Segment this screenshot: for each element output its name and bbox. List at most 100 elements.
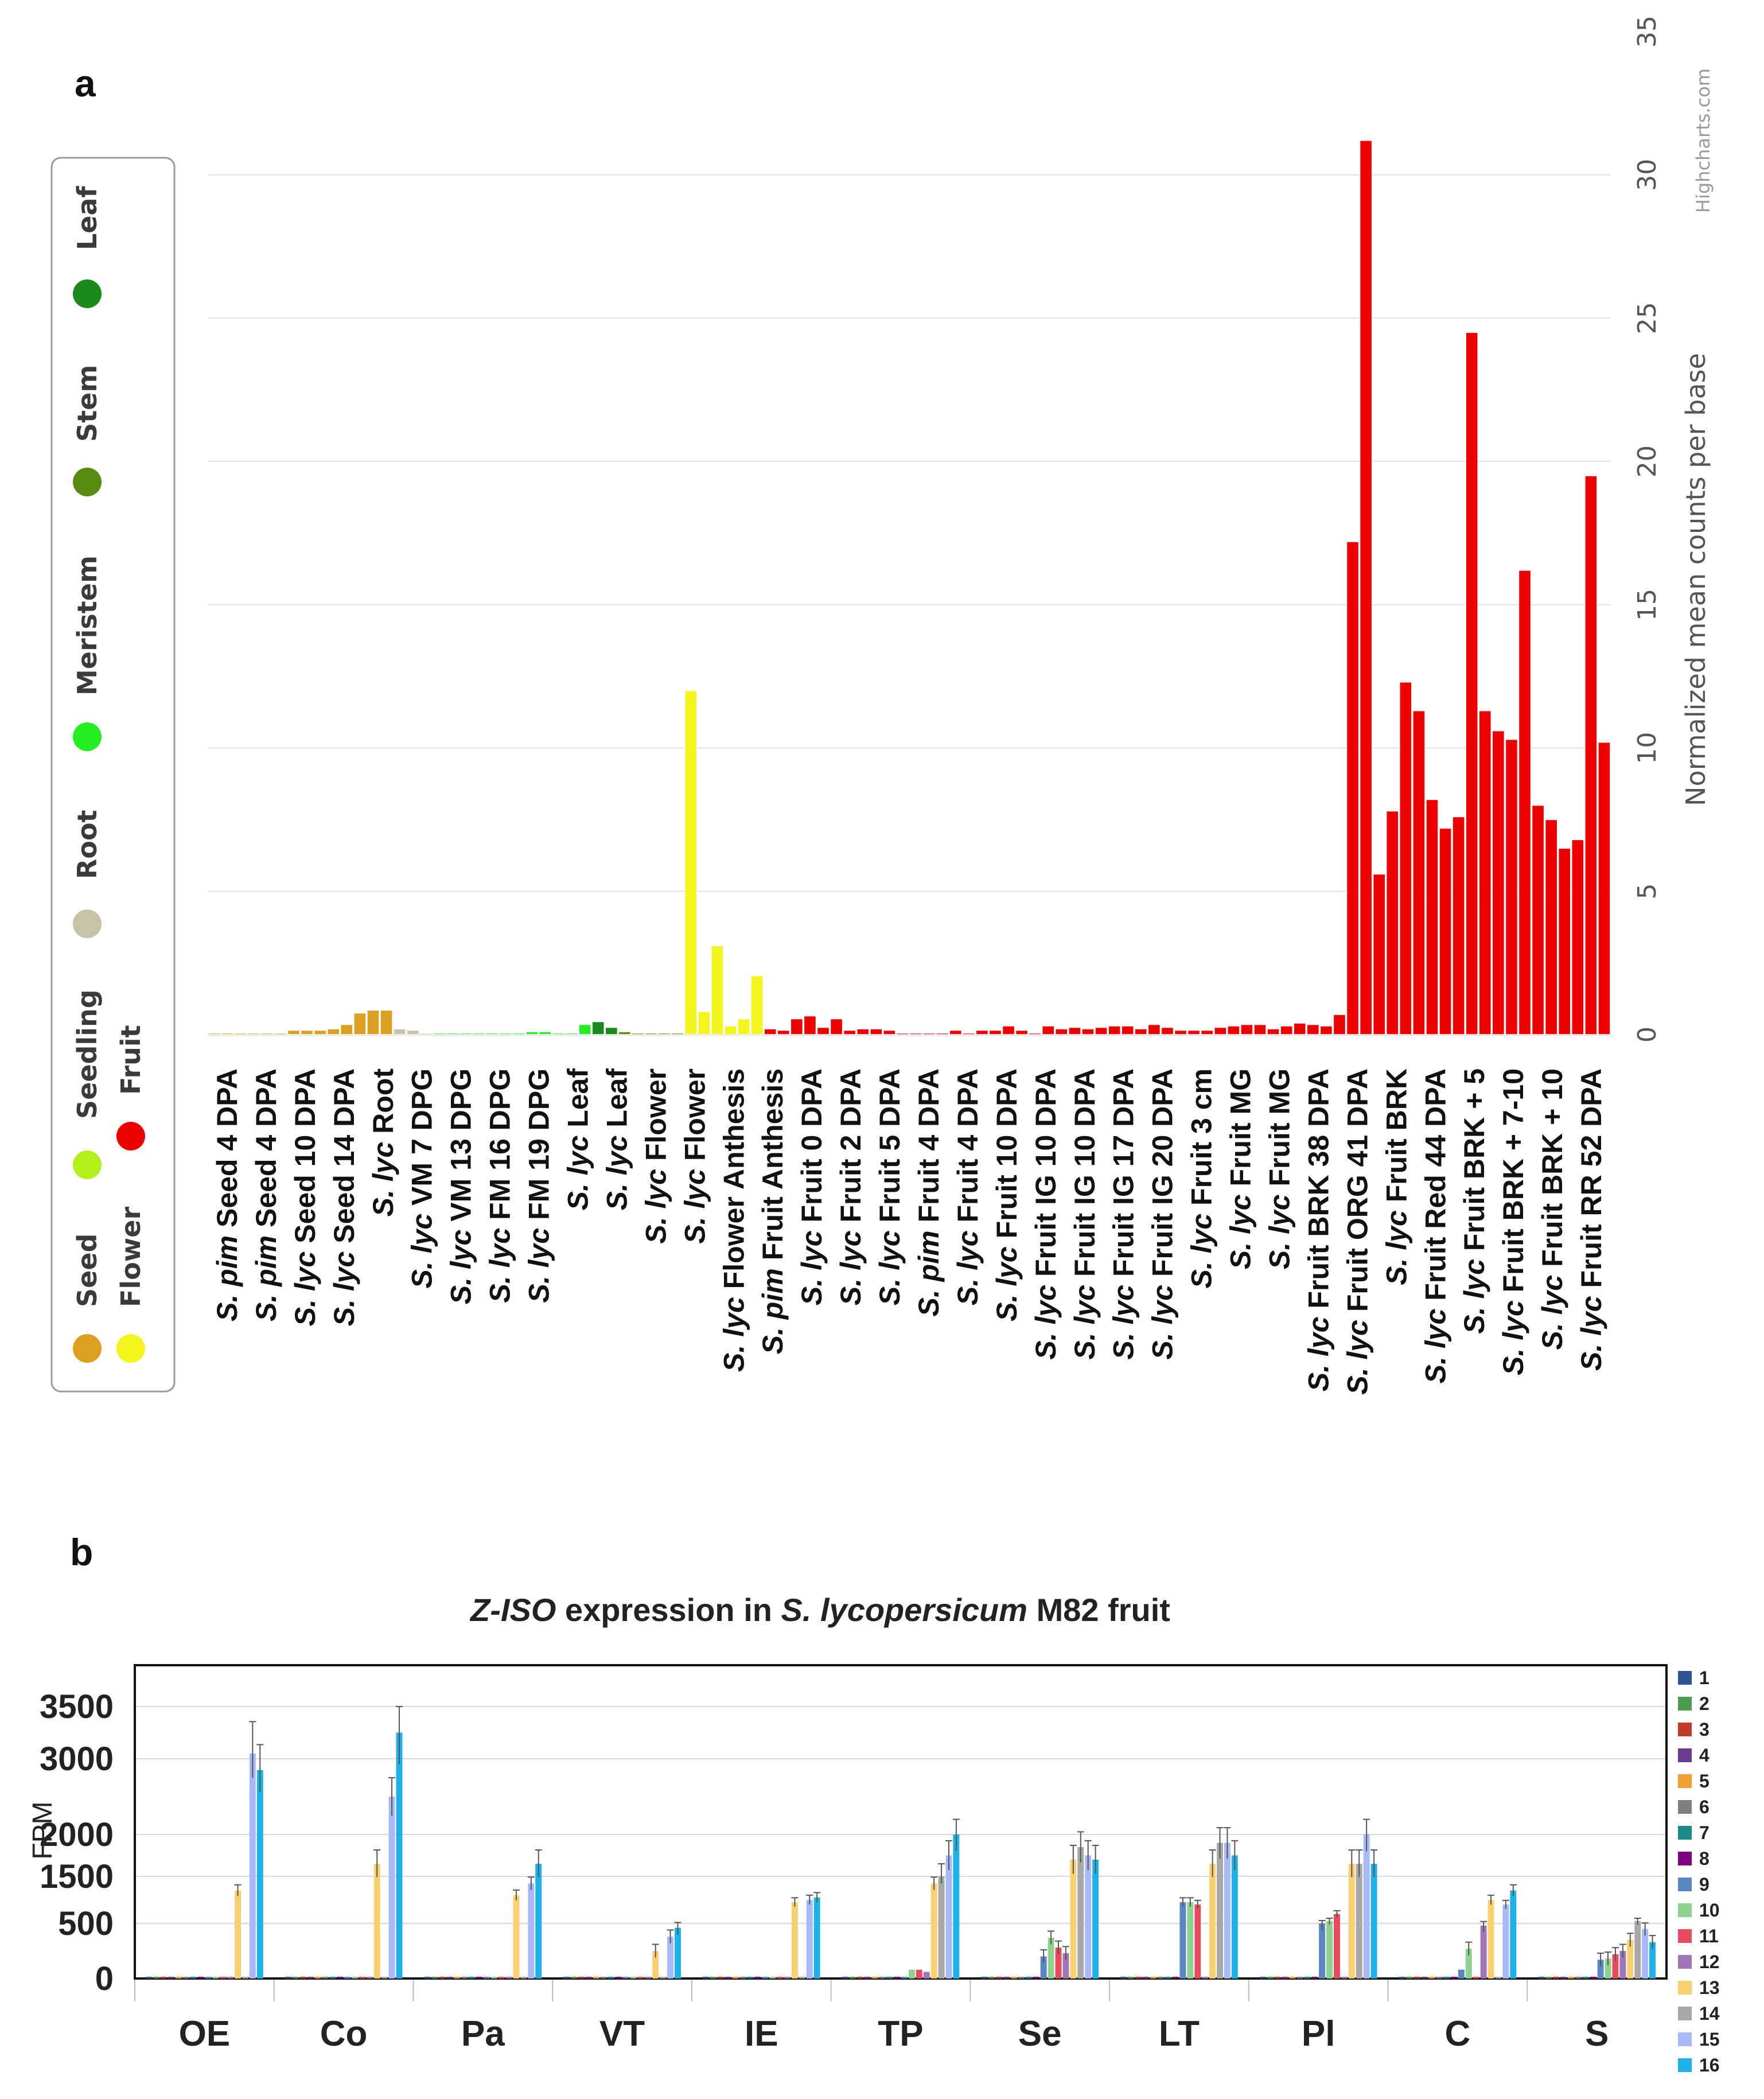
bar — [353, 1012, 367, 1035]
species-name: S. lyc — [1147, 1285, 1179, 1360]
bar — [1450, 1977, 1457, 1978]
panel-label-a: a — [75, 62, 96, 104]
sample-name: Fruit 4 DPA — [952, 1068, 984, 1230]
legend-label: 14 — [1699, 2003, 1720, 2024]
bar — [1274, 1977, 1281, 1978]
bar — [1202, 1977, 1209, 1978]
category-label: S. lyc Fruit 10 DPA — [991, 1068, 1023, 1321]
legend-swatch — [1678, 1852, 1692, 1865]
bar — [1492, 730, 1505, 1035]
bar — [1346, 541, 1360, 1035]
category-label: S — [1585, 2014, 1609, 2054]
bar — [996, 1977, 1003, 1978]
y-tick-label: 0 — [95, 1960, 114, 1997]
legend-marker — [116, 1122, 145, 1150]
legend-swatch — [1678, 1671, 1692, 1685]
bar — [1135, 1977, 1142, 1978]
legend-label: Seedling — [72, 989, 103, 1119]
bar — [886, 1977, 893, 1978]
y-tick-label: 25 — [1633, 302, 1662, 334]
category-label: S. lyc Fruit MG — [1263, 1068, 1295, 1269]
bar — [1627, 1939, 1634, 1978]
legend-label: 12 — [1699, 1952, 1720, 1972]
bar — [1518, 570, 1532, 1035]
bar — [490, 1977, 497, 1978]
bar — [326, 1028, 340, 1035]
bar — [660, 1977, 667, 1978]
bar — [711, 945, 724, 1035]
sample-name: Fruit MG — [1225, 1068, 1257, 1194]
bar — [717, 1977, 724, 1978]
bar — [1359, 140, 1373, 1035]
category-label: S. lyc Root — [367, 1068, 399, 1217]
sample-name: FM 16 DPG — [484, 1068, 516, 1228]
bar — [645, 1977, 652, 1978]
category-label: S. lyc Fruit Red 44 DPA — [1419, 1068, 1451, 1383]
bar — [352, 1977, 358, 1978]
y-tick-label: 5 — [1633, 883, 1662, 899]
category-label: S. pim Fruit Anthesis — [757, 1068, 789, 1354]
bar — [1227, 1025, 1240, 1035]
bar — [1174, 1029, 1187, 1035]
bar — [842, 1977, 848, 1978]
bar — [901, 1977, 908, 1978]
species-name: S. pim — [757, 1268, 789, 1354]
bar — [988, 1977, 995, 1978]
species-name: S. pim — [211, 1235, 243, 1321]
legend-marker — [73, 1150, 102, 1179]
bar — [1505, 738, 1518, 1035]
category-label: S. lyc VM 13 DPG — [445, 1068, 477, 1304]
bar — [879, 1977, 886, 1978]
chart-b-gridlines — [134, 1706, 1666, 2001]
bar — [1224, 1843, 1230, 1978]
bar — [856, 1028, 870, 1035]
bar — [949, 1029, 963, 1035]
bar — [870, 1028, 883, 1035]
bar — [1406, 1977, 1413, 1978]
legend-swatch — [1678, 1929, 1692, 1943]
bar — [1040, 1956, 1047, 1978]
legend-marker — [73, 279, 102, 308]
category-label: S. lyc Fruit ORG 41 DPA — [1341, 1068, 1373, 1395]
bar — [1545, 1977, 1552, 1978]
bar — [485, 1032, 499, 1035]
bar — [1217, 1843, 1223, 1978]
bar — [431, 1977, 438, 1978]
legend-label: Root — [72, 810, 103, 879]
sample-name: Fruit ORG 41 DPA — [1341, 1068, 1373, 1320]
bar — [936, 1032, 949, 1035]
sample-name: Leaf — [601, 1068, 633, 1136]
bar — [1399, 1977, 1405, 1978]
category-label: S. pim Fruit 4 DPA — [913, 1068, 945, 1316]
bar — [260, 1032, 274, 1035]
category-label: TP — [878, 2014, 923, 2054]
chart-a-y-axis-label: Normalized mean counts per base — [1680, 353, 1711, 806]
bar — [247, 1032, 261, 1035]
bar — [208, 1032, 221, 1035]
bar — [454, 1977, 461, 1978]
legend-marker — [116, 1334, 145, 1363]
y-tick-label: 500 — [58, 1905, 114, 1942]
bar — [1443, 1977, 1450, 1978]
y-tick-label: 0 — [1633, 1027, 1662, 1043]
bar — [539, 1031, 552, 1035]
category-label: S. lyc Fruit 3 cm — [1186, 1068, 1218, 1288]
bar — [1326, 1921, 1333, 1978]
category-label: S. lyc Fruit RR 52 DPA — [1575, 1068, 1607, 1371]
bar — [644, 1032, 658, 1035]
legend-swatch — [1678, 1774, 1692, 1788]
bar — [520, 1977, 527, 1978]
bar — [1567, 1977, 1574, 1978]
bar — [146, 1977, 152, 1978]
bar — [205, 1977, 212, 1978]
category-label: S. lyc Fruit IG 20 DPA — [1147, 1068, 1179, 1360]
bar — [1142, 1977, 1149, 1978]
legend-marker — [73, 722, 102, 751]
bar — [249, 1753, 256, 1978]
bar — [1372, 873, 1386, 1035]
bar — [930, 1883, 937, 1978]
bar — [212, 1977, 219, 1978]
chart-b-category-labels: OE Co Pa VT IE TP Se LT Pl C S — [179, 2014, 1609, 2054]
category-label: S. lyc Leaf — [601, 1068, 633, 1211]
sample-name: Seed 10 DPA — [289, 1068, 321, 1251]
